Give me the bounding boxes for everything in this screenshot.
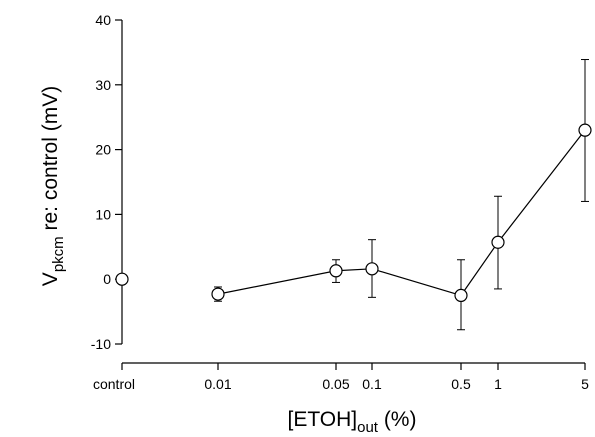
y-tick-label: 30 <box>95 77 111 93</box>
series <box>115 59 592 331</box>
y-tick-label: 20 <box>95 142 111 158</box>
data-point <box>454 288 468 302</box>
y-tick-label: -10 <box>91 336 111 352</box>
y-tick-label: 0 <box>103 271 111 287</box>
x-tick-label: 5 <box>581 376 589 392</box>
y-tick-label: 10 <box>95 206 111 222</box>
x-tick-label: 1 <box>494 376 502 392</box>
x-tick-label: 0.5 <box>451 376 471 392</box>
x-axis-title: [ETOH]out (%) <box>288 408 417 436</box>
y-tick-label: 40 <box>95 12 111 28</box>
y-axis-title: Vpkcm re: control (mV) <box>39 86 67 286</box>
x-axis-title-rest: (%) <box>378 408 417 431</box>
data-point <box>365 262 379 276</box>
x-axis-title-main: [ETOH] <box>288 408 358 431</box>
y-axis: -10 0 10 20 30 40 <box>91 12 123 352</box>
y-axis-title-subscript: pkcm <box>50 236 67 272</box>
data-point <box>491 235 505 249</box>
data-point <box>329 264 343 278</box>
x-axis-title-subscript: out <box>357 419 379 436</box>
data-point <box>115 272 129 286</box>
data-point <box>211 287 225 301</box>
x-axis: control 0.01 0.05 0.1 0.5 1 5 <box>93 362 589 392</box>
y-axis-title-rest: re: control (mV) <box>39 86 62 237</box>
data-point <box>578 123 592 137</box>
x-tick-label: control <box>93 376 135 392</box>
x-tick-label: 0.01 <box>204 376 231 392</box>
y-axis-title-main: V <box>39 272 62 286</box>
x-tick-label: 0.1 <box>362 376 382 392</box>
series-line <box>217 129 586 297</box>
x-tick-label: 0.05 <box>322 376 349 392</box>
